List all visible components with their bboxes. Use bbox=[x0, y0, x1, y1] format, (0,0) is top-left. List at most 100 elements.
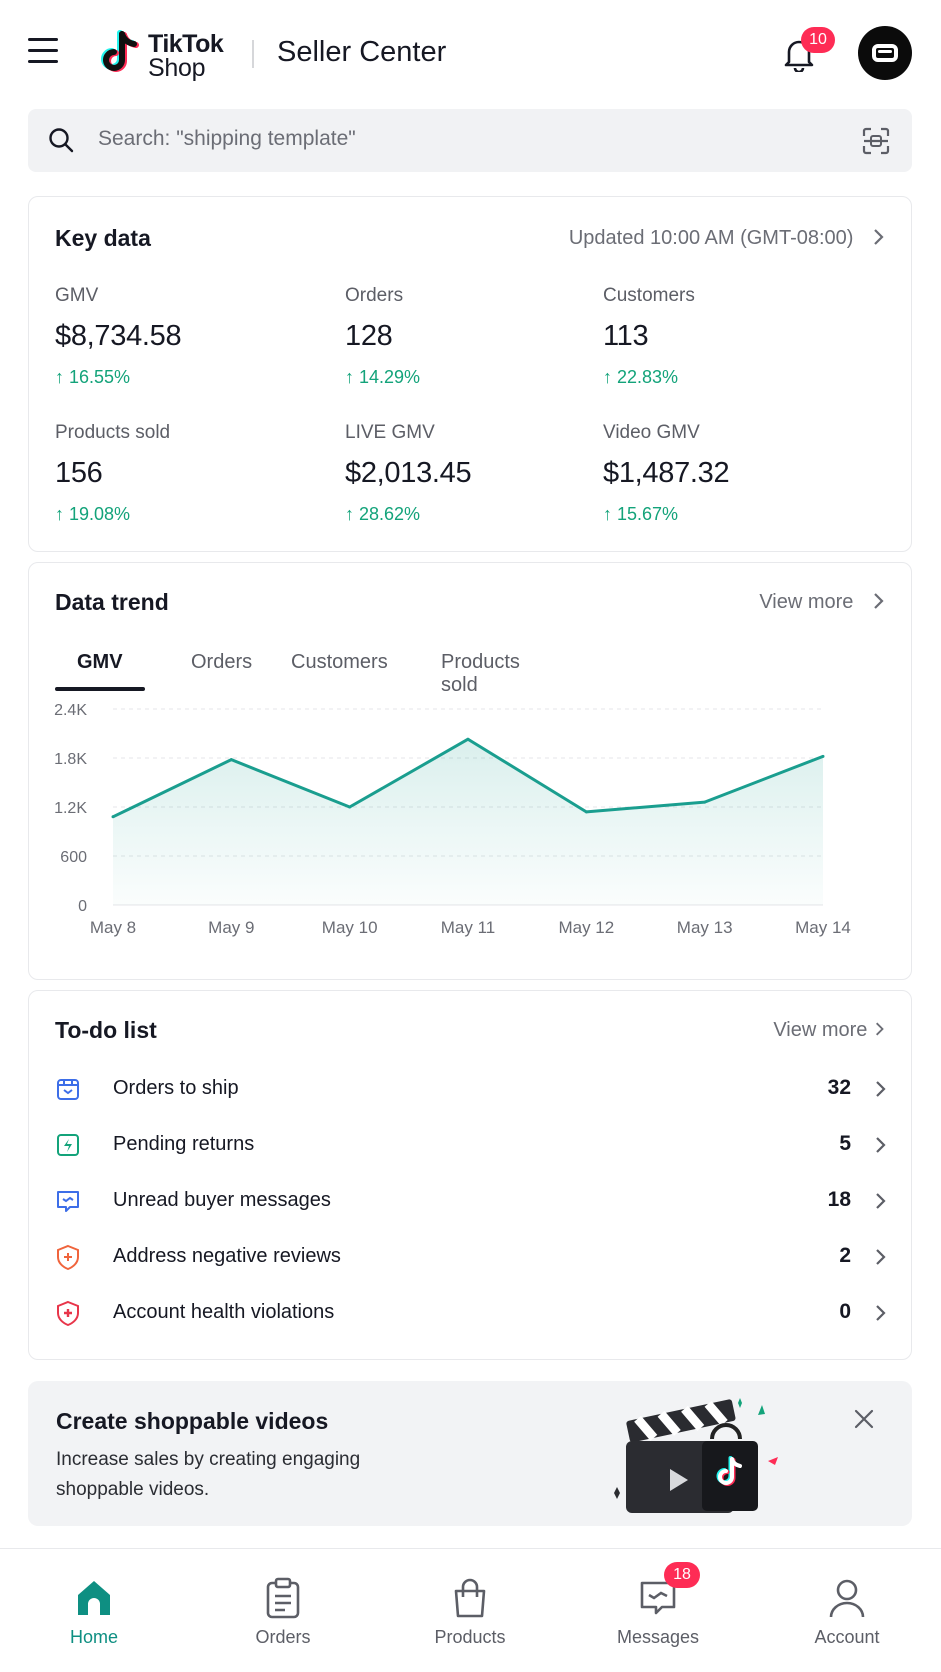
todo-count: 0 bbox=[839, 1300, 851, 1323]
y-tick-label: 0 bbox=[78, 898, 87, 915]
clapperboard-shopping-bag-illustration bbox=[614, 1398, 778, 1513]
arrow-up-icon: ↑ bbox=[345, 367, 360, 387]
data-point bbox=[821, 754, 825, 758]
scan-icon[interactable] bbox=[862, 127, 890, 155]
updated-time: Updated 10:00 AM (GMT-08:00) bbox=[568, 227, 854, 249]
tab-orders[interactable]: Orders bbox=[191, 651, 253, 673]
close-icon[interactable] bbox=[854, 1409, 874, 1429]
arrow-up-icon: ↑ bbox=[603, 504, 618, 524]
y-tick-label: 2.4K bbox=[54, 702, 87, 719]
arrow-up-icon: ↑ bbox=[345, 504, 360, 524]
shield-alert-icon bbox=[57, 1300, 79, 1326]
metric-label: LIVE GMV bbox=[345, 422, 435, 443]
metric-value: $1,487.32 bbox=[603, 457, 730, 489]
x-tick-label: May 11 bbox=[441, 918, 496, 937]
logo-text-shop: Shop bbox=[148, 54, 206, 82]
metric-change-value: 16.55% bbox=[69, 367, 131, 387]
todo-label: Pending returns bbox=[113, 1133, 255, 1155]
shield-plus-icon bbox=[57, 1244, 79, 1270]
nav-label: Orders bbox=[255, 1627, 311, 1647]
page-title: Seller Center bbox=[277, 36, 447, 68]
todo-count: 2 bbox=[839, 1244, 851, 1267]
data-point bbox=[348, 805, 352, 809]
nav-orders[interactable]: Orders bbox=[223, 1569, 343, 1659]
arrow-up-icon: ↑ bbox=[603, 367, 618, 387]
nav-label: Account bbox=[814, 1627, 880, 1647]
arrow-up-icon: ↑ bbox=[55, 367, 70, 387]
x-tick-label: May 8 bbox=[90, 918, 136, 937]
nav-home[interactable]: Home bbox=[34, 1569, 154, 1659]
x-tick-label: May 14 bbox=[795, 918, 851, 937]
metric-orders[interactable]: Orders 128 ↑ 14.29% bbox=[345, 285, 420, 388]
metric-live-gmv[interactable]: LIVE GMV $2,013.45 ↑ 28.62% bbox=[345, 422, 472, 525]
message-icon bbox=[57, 1191, 79, 1212]
x-tick-label: May 13 bbox=[677, 918, 733, 937]
todo-title: To-do list bbox=[55, 1017, 157, 1043]
metric-change: ↑ 28.62% bbox=[345, 504, 471, 525]
gmv-trend-chart: 0 600 1.2K 1.8K 2.4K May 8 May 9 May 10 May 11 Ma… bbox=[54, 702, 851, 937]
x-tick-label: May 9 bbox=[208, 918, 254, 937]
metric-change: ↑ 15.67% bbox=[603, 504, 729, 525]
metric-change-value: 22.83% bbox=[617, 367, 679, 387]
metric-change: ↑ 19.08% bbox=[55, 504, 170, 525]
shoppable-videos-banner[interactable]: Create shoppable videos Increase sales b… bbox=[28, 1381, 912, 1526]
updated-time-link[interactable]: Updated 10:00 AM (GMT-08:00) bbox=[569, 227, 885, 250]
todo-view-more[interactable]: View more bbox=[773, 1019, 885, 1042]
chevron-right-icon bbox=[876, 1305, 886, 1321]
metric-change: ↑ 22.83% bbox=[603, 367, 695, 388]
tiktok-shop-logo[interactable]: TikTok Shop bbox=[98, 28, 238, 82]
nav-messages[interactable]: Messages bbox=[598, 1569, 718, 1659]
todo-orders-to-ship[interactable]: Orders to ship 32 bbox=[55, 1069, 887, 1109]
data-trend-view-more[interactable]: View more bbox=[759, 591, 885, 614]
metric-customers[interactable]: Customers 113 ↑ 22.83% bbox=[603, 285, 695, 388]
metric-products-sold[interactable]: Products sold 156 ↑ 19.08% bbox=[55, 422, 170, 525]
todo-account-health[interactable]: Account health violations 0 bbox=[55, 1293, 887, 1333]
view-more-label: View more bbox=[759, 591, 854, 613]
metric-change-value: 28.62% bbox=[359, 504, 421, 524]
metric-value: $8,734.58 bbox=[55, 320, 182, 352]
tab-customers[interactable]: Customers bbox=[291, 651, 388, 673]
view-more-label: View more bbox=[773, 1019, 868, 1041]
search-bar[interactable]: Search: "shipping template" bbox=[28, 109, 912, 172]
data-trend-title: Data trend bbox=[55, 589, 169, 615]
chevron-right-icon bbox=[876, 1022, 884, 1036]
todo-count: 18 bbox=[827, 1188, 851, 1211]
banner-description: Increase sales by creating engaging shop… bbox=[56, 1449, 361, 1500]
avatar[interactable] bbox=[858, 26, 912, 80]
nav-label: Products bbox=[434, 1627, 506, 1647]
tab-products-sold[interactable]: Products sold bbox=[441, 651, 520, 696]
todo-label: Address negative reviews bbox=[113, 1245, 341, 1267]
todo-negative-reviews[interactable]: Address negative reviews 2 bbox=[55, 1237, 887, 1277]
tab-gmv[interactable]: GMV bbox=[77, 651, 123, 673]
metric-video-gmv[interactable]: Video GMV $1,487.32 ↑ 15.67% bbox=[603, 422, 730, 525]
metric-value: 113 bbox=[603, 320, 649, 352]
data-trend-card: Data trend View more GMV Orders Customer… bbox=[28, 562, 912, 980]
chevron-right-icon bbox=[876, 1193, 886, 1209]
nav-account[interactable]: Account bbox=[787, 1569, 907, 1659]
banner-title: Create shoppable videos bbox=[56, 1408, 329, 1434]
data-point bbox=[584, 810, 588, 814]
metric-label: Video GMV bbox=[603, 422, 700, 443]
metric-value: 128 bbox=[345, 320, 393, 352]
return-icon bbox=[57, 1134, 79, 1156]
y-tick-label: 1.8K bbox=[54, 751, 87, 768]
todo-pending-returns[interactable]: Pending returns 5 bbox=[55, 1125, 887, 1165]
nav-label: Messages bbox=[616, 1627, 700, 1647]
nav-products[interactable]: Products bbox=[410, 1569, 530, 1659]
metric-label: Orders bbox=[345, 285, 404, 306]
hamburger-menu-icon[interactable] bbox=[28, 38, 60, 68]
chevron-right-icon bbox=[874, 229, 884, 245]
x-tick-label: May 12 bbox=[558, 918, 614, 937]
search-icon bbox=[49, 128, 74, 153]
todo-unread-messages[interactable]: Unread buyer messages 18 bbox=[55, 1181, 887, 1221]
y-tick-label: 1.2K bbox=[54, 800, 87, 817]
search-input[interactable]: Search: "shipping template" bbox=[98, 127, 356, 150]
data-point bbox=[466, 737, 470, 741]
metric-gmv[interactable]: GMV $8,734.58 ↑ 16.55% bbox=[55, 285, 182, 388]
metric-value: 156 bbox=[55, 457, 103, 489]
data-point bbox=[703, 800, 707, 804]
x-tick-label: May 10 bbox=[322, 918, 378, 937]
store-icon bbox=[872, 44, 898, 62]
person-icon bbox=[829, 1579, 865, 1618]
data-point bbox=[229, 758, 233, 762]
